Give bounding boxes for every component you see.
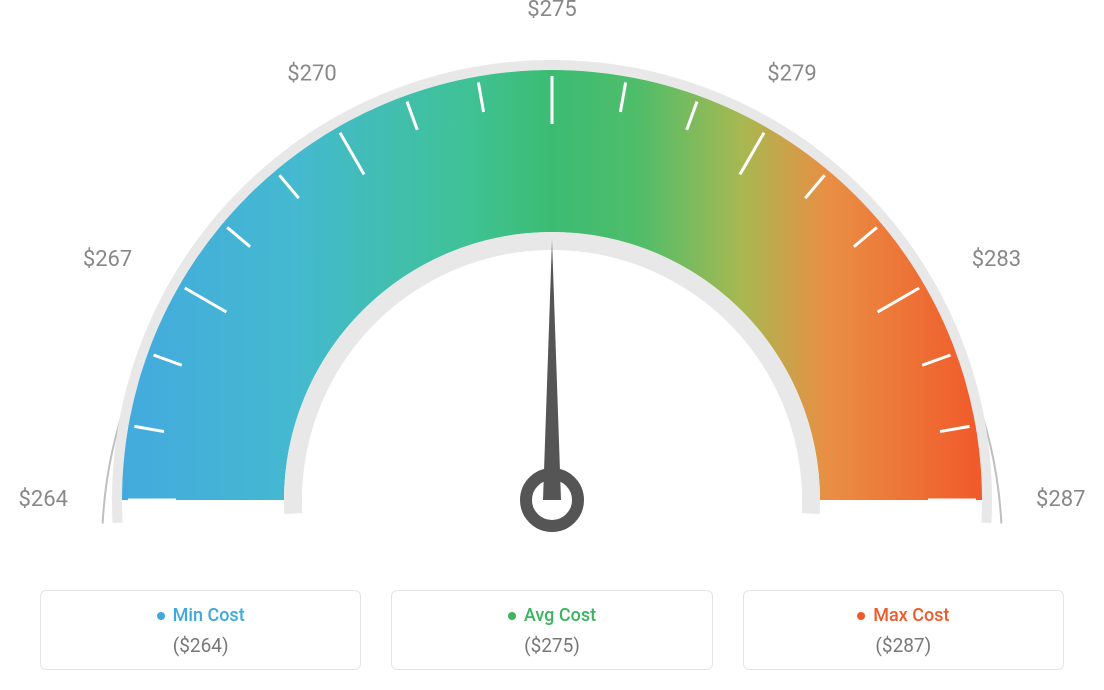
svg-text:$270: $270: [287, 61, 336, 86]
svg-text:$275: $275: [527, 0, 576, 22]
legend-value-max: ($287): [754, 634, 1053, 657]
legend-dot-min: [157, 612, 165, 620]
legend-value-min: ($264): [51, 634, 350, 657]
legend-title-min: Min Cost: [157, 605, 245, 626]
svg-text:$287: $287: [1036, 487, 1085, 512]
legend-card-min: Min Cost ($264): [40, 590, 361, 671]
svg-text:$264: $264: [19, 487, 68, 512]
legend-value-avg: ($275): [402, 634, 701, 657]
legend-card-max: Max Cost ($287): [743, 590, 1064, 671]
svg-text:$267: $267: [83, 247, 132, 272]
legend-dot-max: [857, 612, 865, 620]
legend-title-max: Max Cost: [857, 605, 949, 626]
cost-gauge-widget: $264 $267 $270 $275 $279 $283 $287 Min Cost ($…: [0, 0, 1104, 690]
legend-title-avg: Avg Cost: [508, 605, 596, 626]
legend-label-min: Min Cost: [173, 605, 245, 626]
legend-label-avg: Avg Cost: [524, 605, 596, 626]
legend-label-max: Max Cost: [873, 605, 949, 626]
legend-dot-avg: [508, 612, 516, 620]
legend-card-avg: Avg Cost ($275): [391, 590, 712, 671]
gauge-chart: $264 $267 $270 $275 $279 $283 $287: [0, 0, 1104, 560]
legend-row: Min Cost ($264) Avg Cost ($275) Max Cost…: [0, 590, 1104, 671]
svg-text:$283: $283: [972, 247, 1021, 272]
svg-text:$279: $279: [767, 61, 816, 86]
